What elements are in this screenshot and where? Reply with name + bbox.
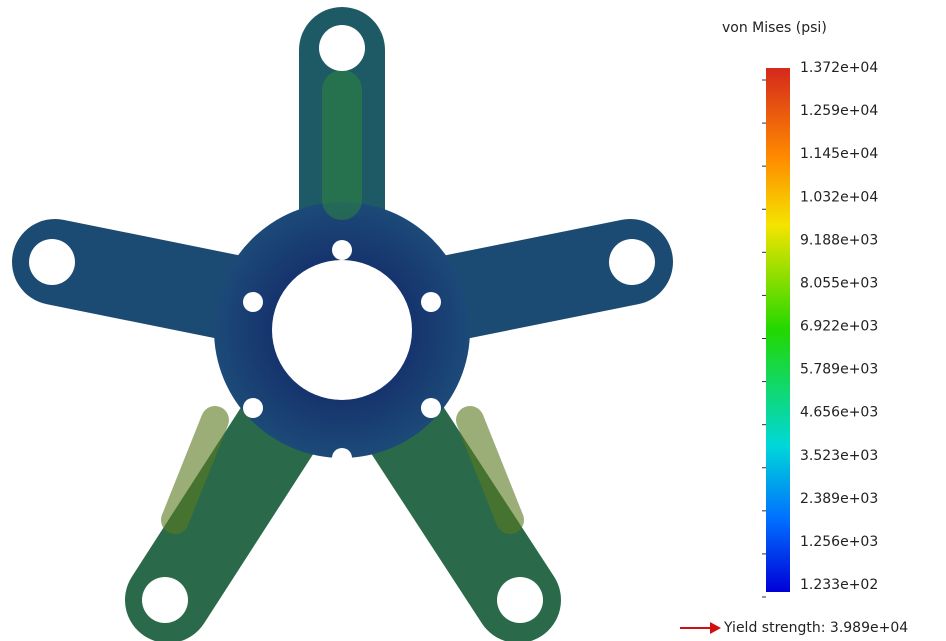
scale-label: 2.389e+03 [800,491,878,507]
scale-label: 6.922e+03 [800,319,878,335]
part [29,25,655,623]
scale-label: 1.233e+02 [800,577,878,593]
legend-title: von Mises (psi) [722,20,827,36]
color-scale [766,68,790,592]
stress-plot: von Mises (psi) 1.372e+04 1.259e+04 1.145e… [0,0,946,641]
yield-strength: Yield strength: 3.989e+04 [723,620,908,636]
scale-label: 1.256e+03 [800,534,878,550]
scale-label: 5.789e+03 [800,362,878,378]
scale-label: 1.145e+04 [800,146,878,162]
scale-label: 4.656e+03 [800,405,878,421]
scale-label: 1.372e+04 [800,60,878,76]
scale-label: 8.055e+03 [800,275,878,291]
scale-label: 1.259e+04 [800,103,878,119]
scale-label: 3.523e+03 [800,448,878,464]
scale-label: 1.032e+04 [800,189,878,205]
yield-marker: Yield strength: 3.989e+04 [680,620,908,636]
scale-label: 9.188e+03 [800,232,878,248]
